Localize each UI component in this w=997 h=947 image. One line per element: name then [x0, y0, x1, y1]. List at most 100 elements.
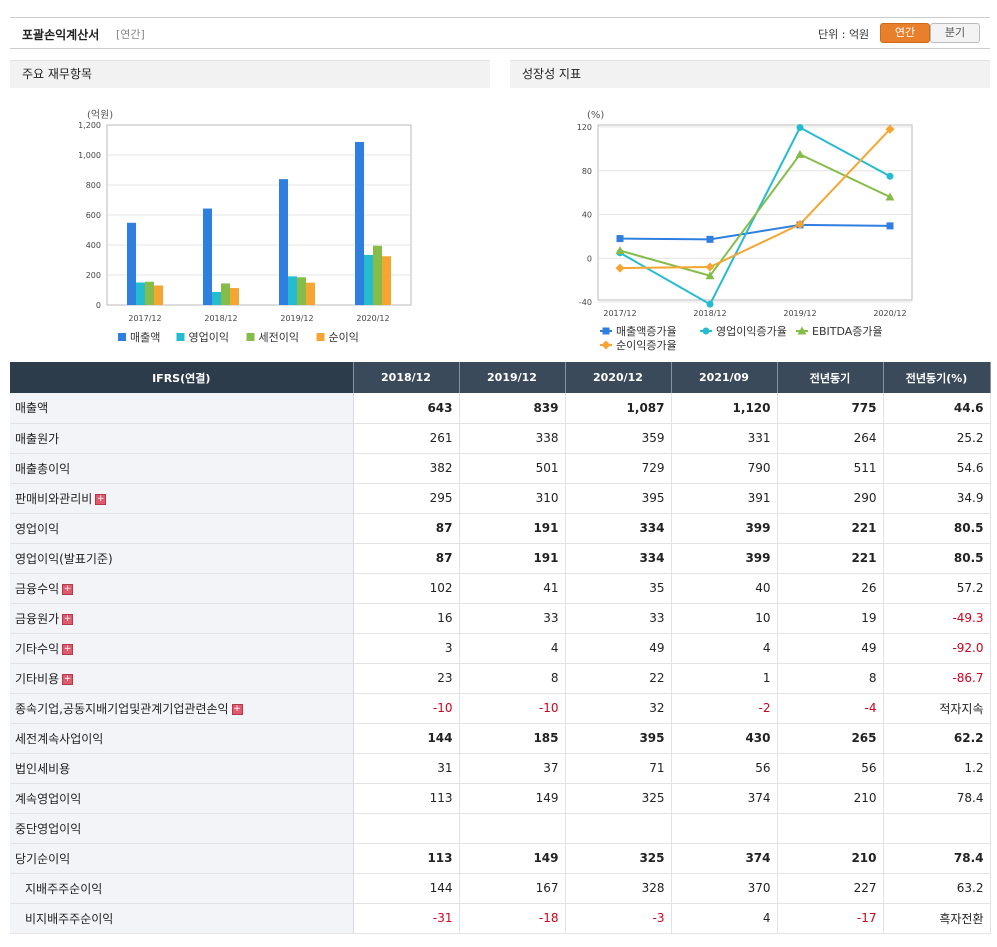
table-cell: 395	[565, 723, 672, 754]
table-cell: 399	[671, 543, 778, 574]
table-cell: 80.5	[883, 513, 991, 544]
line-point-ebitda-growth	[705, 271, 715, 280]
line-point-op-growth	[706, 300, 714, 308]
table-cell: 338	[459, 423, 566, 454]
table-cell	[671, 813, 778, 844]
table-row: 영업이익 87 191 334 399 221 80.5	[10, 513, 991, 544]
bar-legend-item: 순이익	[316, 331, 359, 344]
table-cell: 34.9	[883, 483, 991, 514]
statement-title: 포괄손익계산서	[22, 28, 100, 42]
table-cell: 210	[777, 783, 884, 814]
expand-plus-icon[interactable]: +	[62, 583, 74, 595]
row-label-text: 중단영업이익	[15, 821, 82, 836]
row-label-text: 지배주주순이익	[25, 881, 103, 896]
table-row: 당기순이익 113 149 325 374 210 78.4	[10, 843, 991, 874]
line-legend-item: EBITDA증가율	[796, 325, 883, 338]
row-label: 비지배주주순이익	[10, 903, 354, 934]
bar-net-profit	[230, 288, 239, 305]
table-cell	[883, 813, 991, 844]
bar-legend-label: 매출액	[130, 331, 160, 344]
table-cell: -92.0	[883, 633, 991, 664]
line-point-ebitda-growth	[615, 246, 625, 255]
table-cell: 8	[459, 663, 566, 694]
bar-y-tick-label: 200	[86, 271, 101, 280]
table-header-period: 2019/12	[459, 362, 566, 393]
line-legend-label: 매출액증가율	[616, 325, 677, 338]
table-row: 금융수익 +102 41 35 40 26 57.2	[10, 573, 991, 604]
bar-operating-profit	[364, 254, 373, 305]
table-cell: 적자지속	[883, 693, 991, 724]
bar-pretax-profit	[221, 283, 230, 305]
table-cell: 흑자전환	[883, 903, 991, 934]
growth-indicators-title: 성장성 지표	[510, 60, 990, 88]
line-legend-label: EBITDA증가율	[812, 325, 883, 338]
table-cell: 295	[353, 483, 460, 514]
table-row: 계속영업이익 113 149 325 374 210 78.4	[10, 783, 991, 814]
table-cell: 33	[459, 603, 566, 634]
row-label: 지배주주순이익	[10, 873, 354, 904]
line-point-ebitda-growth	[885, 192, 895, 201]
table-row: 금융원가 +16 33 33 10 19 -49.3	[10, 603, 991, 634]
table-cell: -18	[459, 903, 566, 934]
bar-y-tick-label: 1,200	[78, 121, 101, 130]
table-cell	[565, 813, 672, 844]
table-cell: 149	[459, 783, 566, 814]
bar-operating-profit	[136, 282, 145, 305]
table-cell: 1	[671, 663, 778, 694]
line-point-op-growth	[796, 124, 804, 132]
table-cell: 399	[671, 513, 778, 544]
table-cell: 144	[353, 873, 460, 904]
table-cell: 430	[671, 723, 778, 754]
table-cell: 359	[565, 423, 672, 454]
table-row: 법인세비용 31 37 71 56 56 1.2	[10, 753, 991, 784]
row-label-text: 영업이익	[15, 521, 60, 536]
row-label: 판매비와관리비 +	[10, 483, 354, 514]
table-cell: 185	[459, 723, 566, 754]
row-label: 영업이익	[10, 513, 354, 544]
bar-legend-swatch	[246, 333, 255, 341]
expand-plus-icon[interactable]: +	[95, 493, 107, 505]
table-cell: 57.2	[883, 573, 991, 604]
table-cell: 8	[777, 663, 884, 694]
table-cell: 191	[459, 513, 566, 544]
key-financials-bar-chart: (억원) 0 200 400 600 800 1,000 1,200 2017/12 2018/1…	[78, 109, 412, 344]
table-cell: -31	[353, 903, 460, 934]
expand-plus-icon[interactable]: +	[62, 643, 74, 655]
row-label: 세전계속사업이익	[10, 723, 354, 754]
table-cell: 35	[565, 573, 672, 604]
row-label-text: 금융원가	[15, 611, 60, 626]
table-cell: 1,087	[565, 393, 672, 424]
row-label-text: 세전계속사업이익	[15, 731, 104, 746]
bar-legend-swatch	[176, 333, 185, 341]
bar-x-tick-label: 2020/12	[356, 314, 389, 323]
table-header-row: IFRS(연결) 2018/12 2019/12 2020/12 2021/09 전년동기…	[10, 362, 991, 393]
line-point-ebitda-growth	[797, 326, 807, 335]
table-cell: -3	[565, 903, 672, 934]
table-cell: 334	[565, 513, 672, 544]
bar-legend-item: 영업이익	[176, 331, 229, 344]
table-cell: -49.3	[883, 603, 991, 634]
line-point-net-growth	[601, 340, 611, 350]
expand-plus-icon[interactable]: +	[62, 613, 74, 625]
table-cell: 325	[565, 843, 672, 874]
bar-y-unit-label: (억원)	[87, 109, 113, 121]
table-row: 기타수익 +3 4 49 4 49 -92.0	[10, 633, 991, 664]
row-label: 중단영업이익	[10, 813, 354, 844]
bar-x-tick-label: 2019/12	[280, 314, 313, 323]
line-point-sales-growth	[602, 327, 610, 335]
row-label-text: 영업이익(발표기준)	[15, 551, 113, 566]
quarter-toggle-button[interactable]: 분기	[930, 23, 980, 43]
unit-label: 단위 : 억원	[818, 28, 870, 41]
bar-pretax-profit	[373, 245, 382, 305]
income-statement-table: IFRS(연결) 2018/12 2019/12 2020/12 2021/09 전년동기…	[10, 362, 991, 934]
table-cell: 16	[353, 603, 460, 634]
expand-plus-icon[interactable]: +	[231, 703, 243, 715]
table-cell: 102	[353, 573, 460, 604]
line-point-net-growth	[705, 262, 715, 272]
expand-plus-icon[interactable]: +	[62, 673, 74, 685]
table-cell: 22	[565, 663, 672, 694]
table-cell: 4	[671, 903, 778, 934]
row-label: 법인세비용	[10, 753, 354, 784]
row-label: 당기순이익	[10, 843, 354, 874]
annual-toggle-button[interactable]: 연간	[880, 23, 930, 43]
